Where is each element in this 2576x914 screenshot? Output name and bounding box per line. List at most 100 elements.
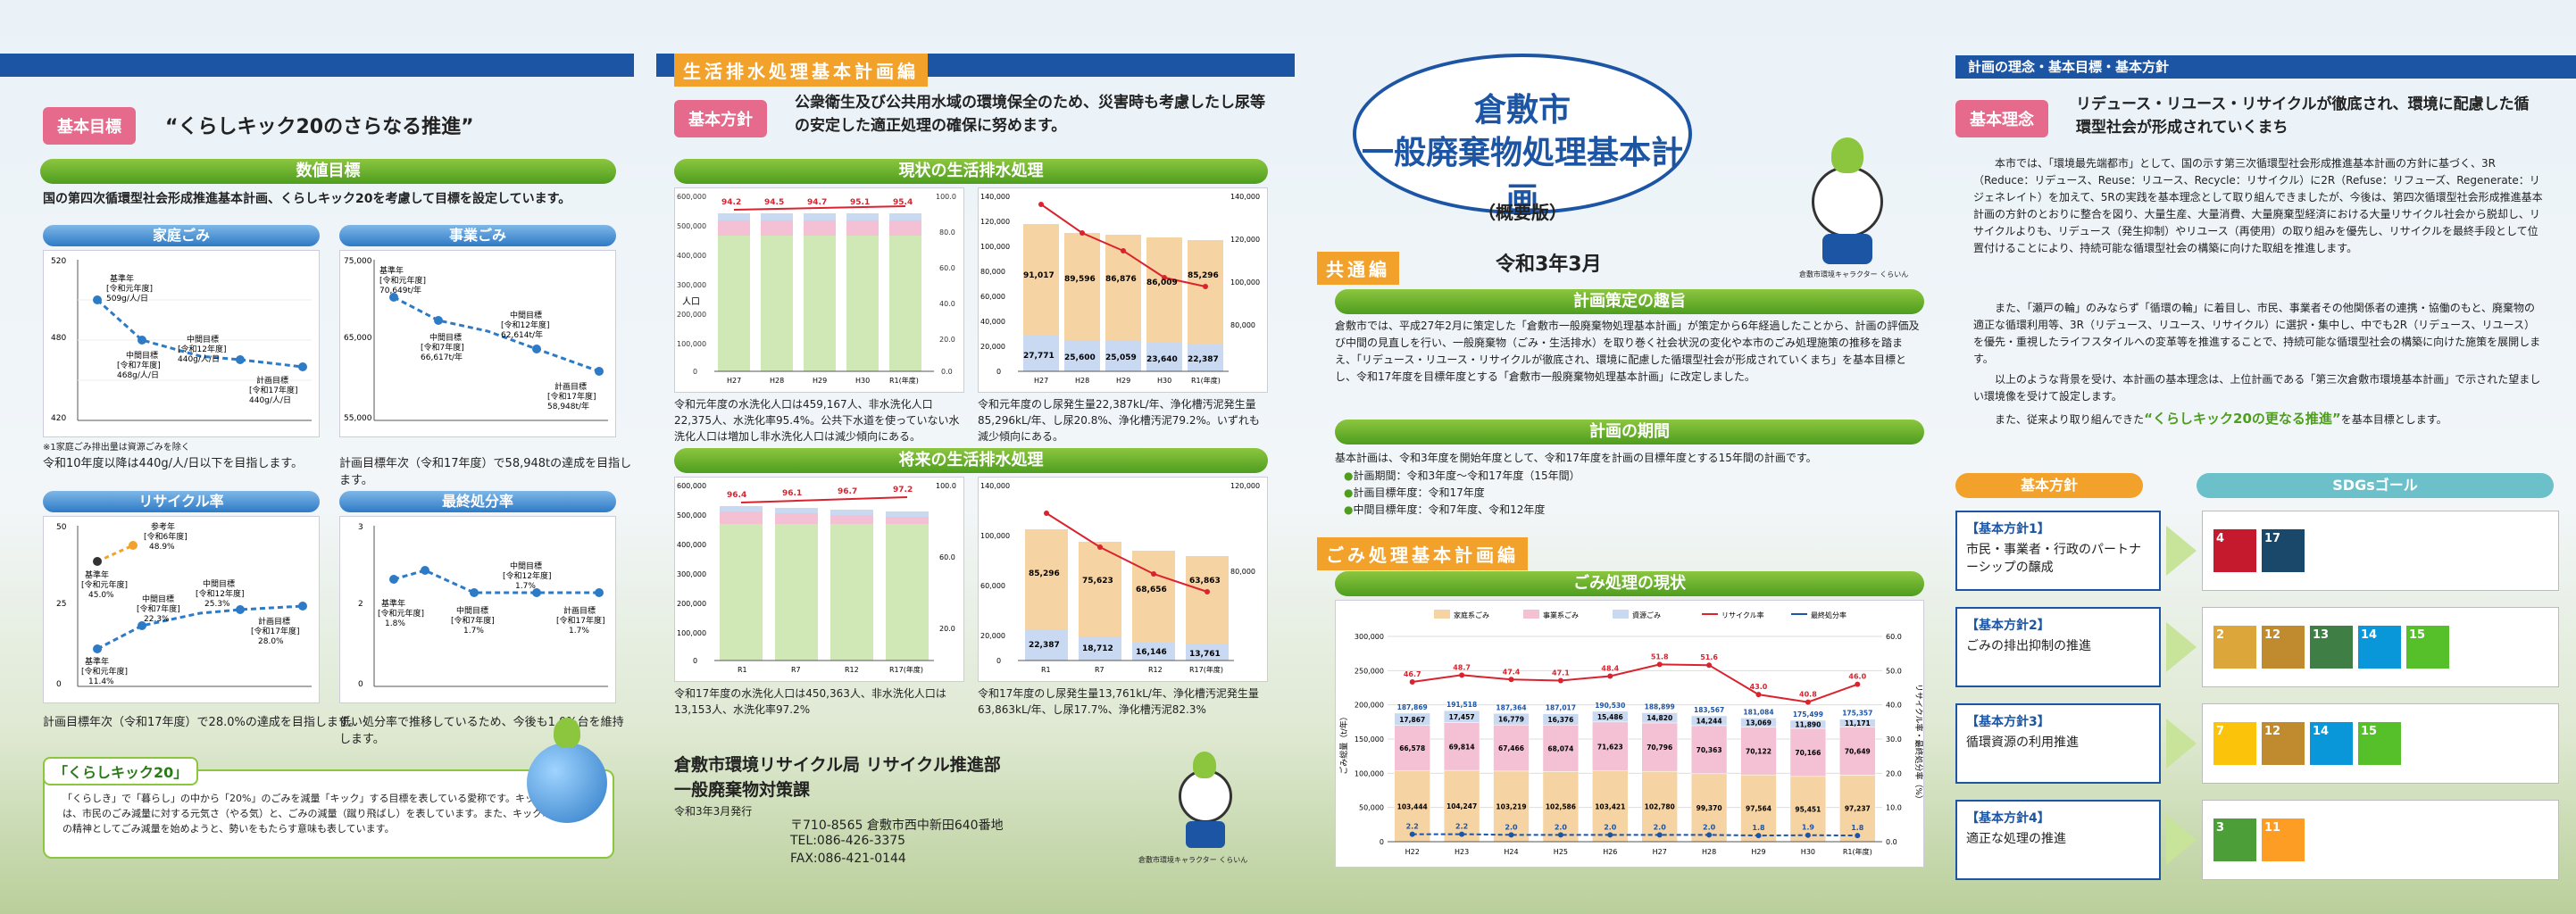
svg-text:[令和12年度]: [令和12年度] — [503, 570, 551, 581]
current-population-chart: 600,000 500,000 400,000 300,000 200,000 100,0… — [674, 187, 964, 393]
svg-text:80,000: 80,000 — [980, 268, 1005, 276]
value-label: 94.5 — [764, 198, 784, 207]
svg-text:1.8%: 1.8% — [385, 619, 405, 628]
bar-value-label: 70,363 — [1696, 746, 1722, 754]
svg-text:R1: R1 — [738, 666, 747, 674]
point-value-label: 46.0 — [1848, 673, 1866, 681]
sdg-goal-icon: 11 — [2262, 818, 2305, 861]
svg-text:H27: H27 — [727, 377, 741, 385]
series-point — [1755, 692, 1762, 698]
body-paragraph-4: また、従来より取り組んできた“くらしキック20の更なる推進”を基本目標とします。 — [1995, 411, 2447, 427]
svg-text:基準年: 基準年 — [379, 265, 404, 276]
value-label: 18,712 — [1082, 644, 1113, 653]
y-axis-label: ごみ総量（t/年） — [1338, 712, 1349, 775]
arrow-right-icon — [2166, 526, 2197, 576]
phone: TEL:086-426-3375 — [790, 834, 906, 848]
svg-text:中間目標: 中間目標 — [429, 332, 462, 343]
mascot-icon — [1799, 134, 1897, 268]
policy-tag: 基本方針 — [674, 100, 767, 137]
series-point — [1607, 673, 1613, 679]
svg-text:120,000: 120,000 — [980, 218, 1010, 226]
svg-text:R17(年度): R17(年度) — [1189, 665, 1223, 674]
org-division: 一般廃棄物対策課 — [674, 780, 811, 800]
policy-text: 公衆衛生及び公共用水域の環境保全のため、災害時も考慮したし尿等の安定した適正処理… — [795, 94, 1265, 135]
current-sludge-chart: 140,000 120,000 100,000 80,000 60,000 40,000 2… — [978, 187, 1268, 393]
policy-box: 【基本方針4】 適正な処理の推進 — [1955, 800, 2161, 880]
earth-mascot-icon — [527, 718, 607, 823]
total-label: 191,518 — [1446, 701, 1477, 709]
fax: FAX:086-421-0144 — [790, 852, 906, 866]
policy-text: 市民・事業者・行政のパートナーシップの醸成 — [1966, 543, 2141, 575]
bar-segment — [1789, 727, 1827, 777]
series-point — [1855, 681, 1861, 687]
svg-text:62,614t/年: 62,614t/年 — [501, 329, 543, 340]
svg-text:468g/人/日: 468g/人/日 — [117, 370, 159, 380]
future-population-svg: 600,000 500,000 400,000 300,000 200,000 100,0… — [677, 482, 956, 674]
svg-text:400,000: 400,000 — [677, 541, 706, 549]
svg-text:[令和元年度]: [令和元年度] — [81, 666, 128, 677]
bar-value-label: 17,867 — [1399, 716, 1425, 724]
target-tag: 基本目標 — [43, 107, 136, 145]
current-sludge-svg: 140,000 120,000 100,000 80,000 60,000 40,000 2… — [980, 193, 1260, 385]
series-line — [1412, 663, 1858, 703]
svg-text:600,000: 600,000 — [677, 193, 706, 201]
left-unit: 人口 — [682, 296, 700, 307]
kick-text: 「くらしき」で「暮らし」の中から「20%」のごみを減量「キック」する目標を表して… — [63, 793, 563, 835]
total-label: 187,869 — [1397, 703, 1428, 711]
legend-swatch — [1434, 610, 1450, 619]
series-point — [1607, 832, 1613, 838]
mascot-caption: 倉敷市環境キャラクター くらいん — [1138, 856, 1248, 864]
svg-text:[令和17年度]: [令和17年度] — [249, 385, 297, 395]
sdg-goal-icon: 4 — [2213, 529, 2256, 572]
legend-label: 事業系ごみ — [1543, 611, 1579, 619]
point-value-label: 1.8 — [1752, 824, 1765, 832]
svg-text:基準年: 基準年 — [85, 656, 109, 667]
org-name: 倉敷市環境リサイクル局 リサイクル推進部 — [674, 755, 1001, 775]
x-tick-label: H30 — [1801, 848, 1815, 856]
period-item-1: ●計画期間：令和3年度〜令和17年度（15年間） — [1344, 469, 1580, 482]
svg-text:60,000: 60,000 — [980, 293, 1005, 301]
point-value-label: 2.0 — [1555, 823, 1568, 831]
current-right-caption: 令和元年度のし尿発生量22,387kL/年、浄化槽汚泥発生量85,296kL/年… — [978, 398, 1260, 443]
svg-text:300,000: 300,000 — [677, 281, 706, 289]
svg-text:[令和元年度]: [令和元年度] — [81, 579, 128, 590]
bar-value-label: 103,444 — [1397, 802, 1428, 810]
series-point — [1557, 677, 1563, 684]
publish-date: 令和3年3月発行 — [674, 805, 753, 818]
household-chart: 520 480 420 基準年 [令和元年度] 509g/人/日 中間目標 [令和7年度]… — [43, 250, 320, 437]
body-paragraph-1: 本市では、「環境最先端都市」として、国の示す第三次循環型社会形成推進基本計画の方… — [1973, 157, 2543, 254]
bar-segment — [1443, 722, 1480, 771]
point-value-label: 51.8 — [1651, 652, 1669, 661]
svg-text:100,000: 100,000 — [980, 243, 1010, 251]
bar-segment — [1592, 721, 1629, 771]
publish-month: 令和3年3月 — [1496, 253, 1602, 276]
point-value-label: 47.4 — [1503, 668, 1521, 676]
bar-segment — [1443, 769, 1480, 843]
svg-text:65,000: 65,000 — [344, 334, 372, 343]
title-city: 倉敷市 — [1473, 92, 1571, 129]
svg-text:100.0: 100.0 — [936, 482, 956, 490]
recycle-chart: 50 25 0 参考年 [令和6年度] 48.9% 基準年 [令和元年度] 45.0% 中間… — [43, 516, 320, 703]
y2-tick-label: 60.0 — [1886, 633, 1902, 641]
point-value-label: 2.0 — [1604, 823, 1617, 831]
svg-text:420: 420 — [51, 414, 66, 423]
policy-text: 循環資源の利用推進 — [1966, 735, 2079, 750]
bar-segment — [1493, 713, 1530, 726]
svg-text:H29: H29 — [813, 377, 827, 385]
svg-text:3: 3 — [358, 523, 363, 532]
bar-value-label: 102,780 — [1645, 803, 1675, 811]
series-point — [1508, 677, 1514, 683]
bar-segment — [1690, 715, 1728, 727]
value-label: 97.2 — [893, 486, 913, 494]
landfill-chart-header: 最終処分率 — [339, 491, 616, 512]
svg-text:50: 50 — [56, 523, 67, 532]
bar-value-label: 99,370 — [1696, 804, 1722, 812]
sdg-goal-icon: 12 — [2262, 626, 2305, 669]
x-tick-label: H22 — [1405, 848, 1420, 856]
x-tick-label: H27 — [1653, 848, 1667, 856]
svg-text:中間目標: 中間目標 — [510, 310, 542, 320]
bar-value-label: 68,074 — [1547, 744, 1573, 752]
svg-text:[令和7年度]: [令和7年度] — [117, 360, 161, 370]
bar-value-label: 16,376 — [1547, 716, 1573, 724]
